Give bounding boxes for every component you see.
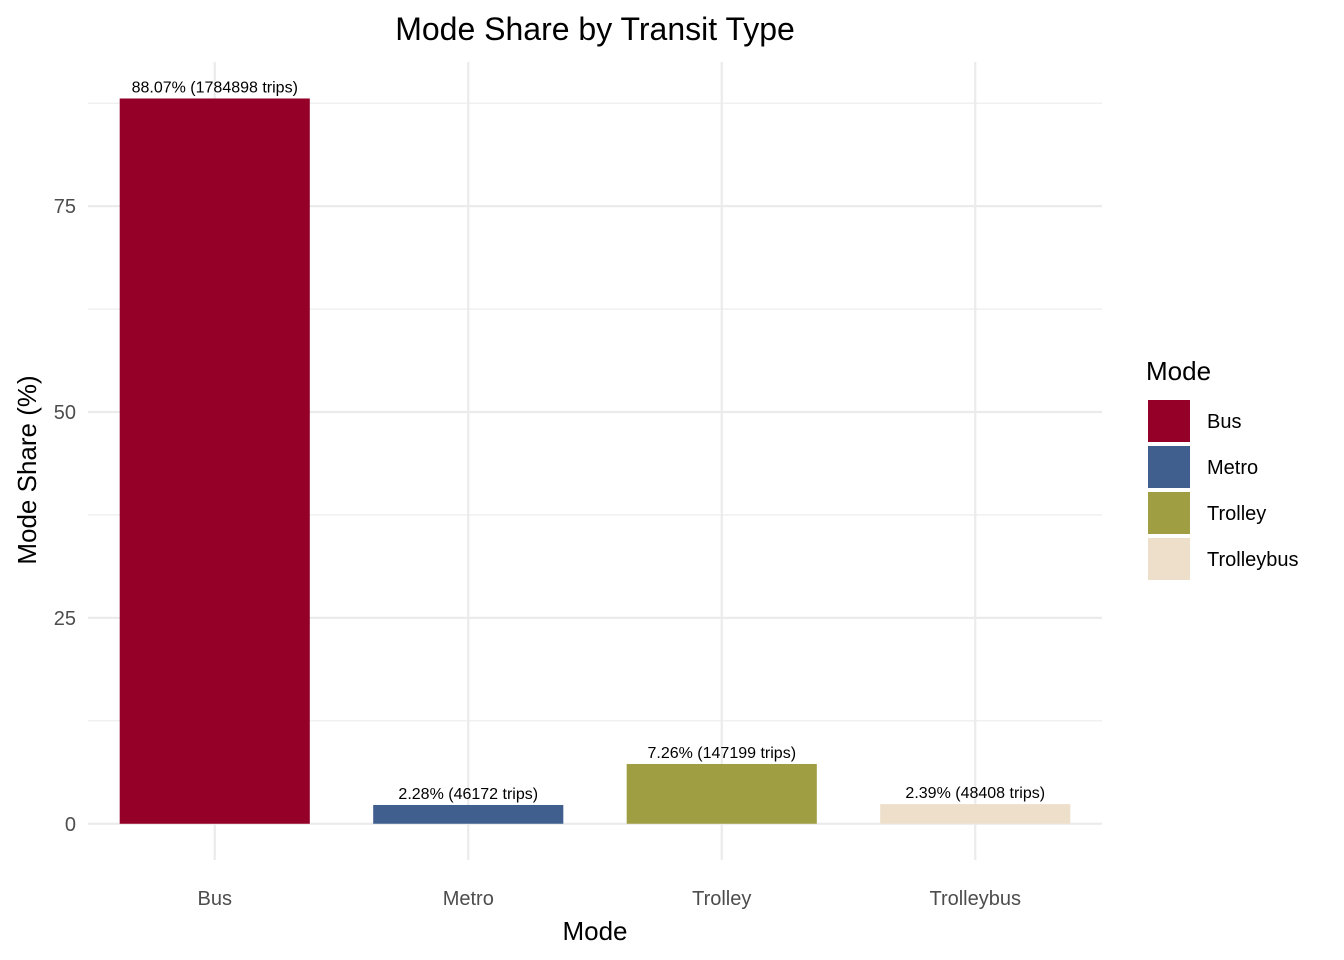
legend-key bbox=[1148, 446, 1190, 488]
x-tick-label: Trolleybus bbox=[929, 888, 1021, 910]
x-tick-label: Bus bbox=[198, 888, 232, 910]
y-tick-label: 0 bbox=[65, 814, 76, 836]
y-axis-ticks: 0 25 50 75 bbox=[54, 196, 76, 836]
y-tick-label: 50 bbox=[54, 402, 76, 424]
bar-data-label: 2.39% (48408 trips) bbox=[905, 785, 1045, 802]
x-axis-title: Mode bbox=[562, 916, 627, 946]
legend-key bbox=[1148, 538, 1190, 580]
bar-metro bbox=[373, 804, 564, 824]
legend-label: Trolleybus bbox=[1207, 549, 1299, 571]
bar-trolley bbox=[626, 763, 817, 824]
bar-data-label: 2.28% (46172 trips) bbox=[398, 786, 538, 803]
y-tick-label: 75 bbox=[54, 196, 76, 218]
legend-label: Trolley bbox=[1207, 503, 1266, 525]
x-axis-ticks: Bus Metro Trolley Trolleybus bbox=[198, 888, 1021, 910]
bars bbox=[119, 98, 1071, 824]
bar-trolleybus bbox=[880, 804, 1071, 824]
legend: Mode Bus Metro Trolley Trolleybus bbox=[1146, 356, 1299, 580]
legend-key bbox=[1148, 492, 1190, 534]
bar-bus bbox=[119, 98, 310, 824]
legend-key bbox=[1148, 400, 1190, 442]
chart-title: Mode Share by Transit Type bbox=[395, 11, 795, 47]
legend-label: Bus bbox=[1207, 411, 1241, 433]
legend-label: Metro bbox=[1207, 457, 1258, 479]
x-tick-label: Trolley bbox=[692, 888, 751, 910]
legend-title: Mode bbox=[1146, 356, 1211, 386]
bar-data-label: 7.26% (147199 trips) bbox=[647, 745, 796, 762]
x-tick-label: Metro bbox=[443, 888, 494, 910]
bar-labels: 88.07% (1784898 trips) 2.28% (46172 trips… bbox=[132, 79, 1045, 803]
bar-data-label: 88.07% (1784898 trips) bbox=[132, 79, 298, 96]
legend-items: Bus Metro Trolley Trolleybus bbox=[1148, 400, 1299, 580]
y-axis-title: Mode Share (%) bbox=[12, 375, 42, 564]
y-tick-label: 25 bbox=[54, 608, 76, 630]
